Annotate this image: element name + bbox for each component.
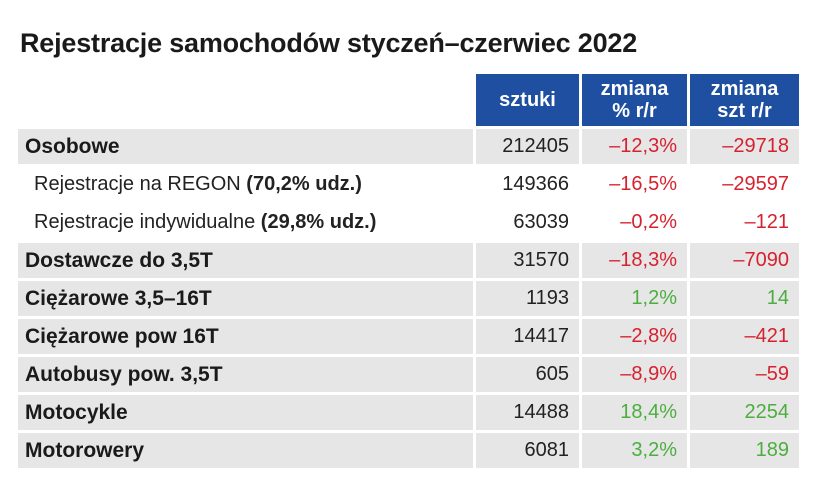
zmiana-szt-cell: 14 [687, 278, 799, 316]
row-share-note: (29,8% udz.) [260, 211, 377, 233]
column-header-line: sztuki [499, 89, 556, 111]
table-row: Osobowe 212405 –12,3% –29718 [18, 126, 799, 164]
zmiana-szt-cell: –29597 [687, 164, 799, 202]
chart-title: Rejestracje samochodów styczeń–czerwiec … [20, 28, 638, 58]
sztuki-cell: 605 [473, 354, 579, 392]
row-label: Ciężarowe pow 16T [25, 324, 219, 348]
table-row: Autobusy pow. 3,5T 605 –8,9% –59 [18, 354, 799, 392]
zmiana-pct-cell: 3,2% [579, 430, 687, 468]
zmiana-pct-cell: –8,9% [579, 354, 687, 392]
registrations-table: sztuki zmiana % r/r zmiana szt r/r Osobo… [18, 74, 799, 468]
zmiana-szt-cell: –121 [687, 202, 799, 240]
table-row: Rejestracje na REGON (70,2% udz.) 149366–… [18, 164, 799, 202]
row-share-note: (70,2% udz.) [246, 173, 362, 195]
column-header-line: szt r/r [717, 100, 772, 122]
zmiana-szt-cell: 189 [687, 430, 799, 468]
column-header-line: zmiana [710, 78, 779, 100]
table-row: Motocykle 14488 18,4% 2254 [18, 392, 799, 430]
column-header-zmiana-pct: zmiana % r/r [579, 74, 687, 126]
zmiana-pct-cell: –18,3% [579, 240, 687, 278]
zmiana-szt-cell: 2254 [687, 392, 799, 430]
table-row: Dostawcze do 3,5T 31570 –18,3% –7090 [18, 240, 799, 278]
row-label: Ciężarowe 3,5–16T [25, 286, 212, 310]
header-blank-cell [18, 74, 473, 126]
column-header-line: % r/r [612, 100, 657, 122]
sztuki-cell: 63039 [473, 202, 579, 240]
table-row: Ciężarowe pow 16T 14417 –2,8% –421 [18, 316, 799, 354]
row-label-cell: Rejestracje indywidualne (29,8% udz.) [18, 202, 473, 240]
row-label-cell: Rejestracje na REGON (70,2% udz.) [18, 164, 473, 202]
zmiana-pct-cell: –2,8% [579, 316, 687, 354]
header-row: sztuki zmiana % r/r zmiana szt r/r [18, 74, 799, 126]
row-label-cell: Motocykle [18, 392, 473, 430]
zmiana-pct-cell: –0,2% [579, 202, 687, 240]
sztuki-cell: 14417 [473, 316, 579, 354]
row-label-cell: Dostawcze do 3,5T [18, 240, 473, 278]
sztuki-cell: 31570 [473, 240, 579, 278]
row-label: Autobusy pow. 3,5T [25, 362, 223, 386]
sztuki-cell: 1193 [473, 278, 579, 316]
row-label-cell: Ciężarowe 3,5–16T [18, 278, 473, 316]
zmiana-pct-cell: 1,2% [579, 278, 687, 316]
row-label-cell: Autobusy pow. 3,5T [18, 354, 473, 392]
row-label: Dostawcze do 3,5T [25, 248, 213, 272]
sztuki-cell: 212405 [473, 126, 579, 164]
sztuki-cell: 149366 [473, 164, 579, 202]
row-label: Osobowe [25, 134, 120, 158]
row-label: Motocykle [25, 400, 128, 424]
row-label-cell: Ciężarowe pow 16T [18, 316, 473, 354]
row-label: Motorowery [25, 438, 145, 462]
sztuki-cell: 6081 [473, 430, 579, 468]
row-label: Rejestracje na REGON [34, 173, 247, 195]
zmiana-pct-cell: –12,3% [579, 126, 687, 164]
zmiana-szt-cell: –421 [687, 316, 799, 354]
row-label: Rejestracje indywidualne [34, 211, 261, 233]
column-header-sztuki: sztuki [473, 74, 579, 126]
row-label-cell: Osobowe [18, 126, 473, 164]
table-row: Rejestracje indywidualne (29,8% udz.) 630… [18, 202, 799, 240]
zmiana-szt-cell: –59 [687, 354, 799, 392]
zmiana-pct-cell: 18,4% [579, 392, 687, 430]
zmiana-szt-cell: –29718 [687, 126, 799, 164]
sztuki-cell: 14488 [473, 392, 579, 430]
table-body: Osobowe 212405 –12,3% –29718 Rejestracje na … [18, 126, 799, 468]
zmiana-szt-cell: –7090 [687, 240, 799, 278]
zmiana-pct-cell: –16,5% [579, 164, 687, 202]
column-header-zmiana-szt: zmiana szt r/r [687, 74, 799, 126]
table-row: Ciężarowe 3,5–16T 1193 1,2% 14 [18, 278, 799, 316]
table-row: Motorowery 6081 3,2% 189 [18, 430, 799, 468]
column-header-line: zmiana [600, 78, 669, 100]
row-label-cell: Motorowery [18, 430, 473, 468]
